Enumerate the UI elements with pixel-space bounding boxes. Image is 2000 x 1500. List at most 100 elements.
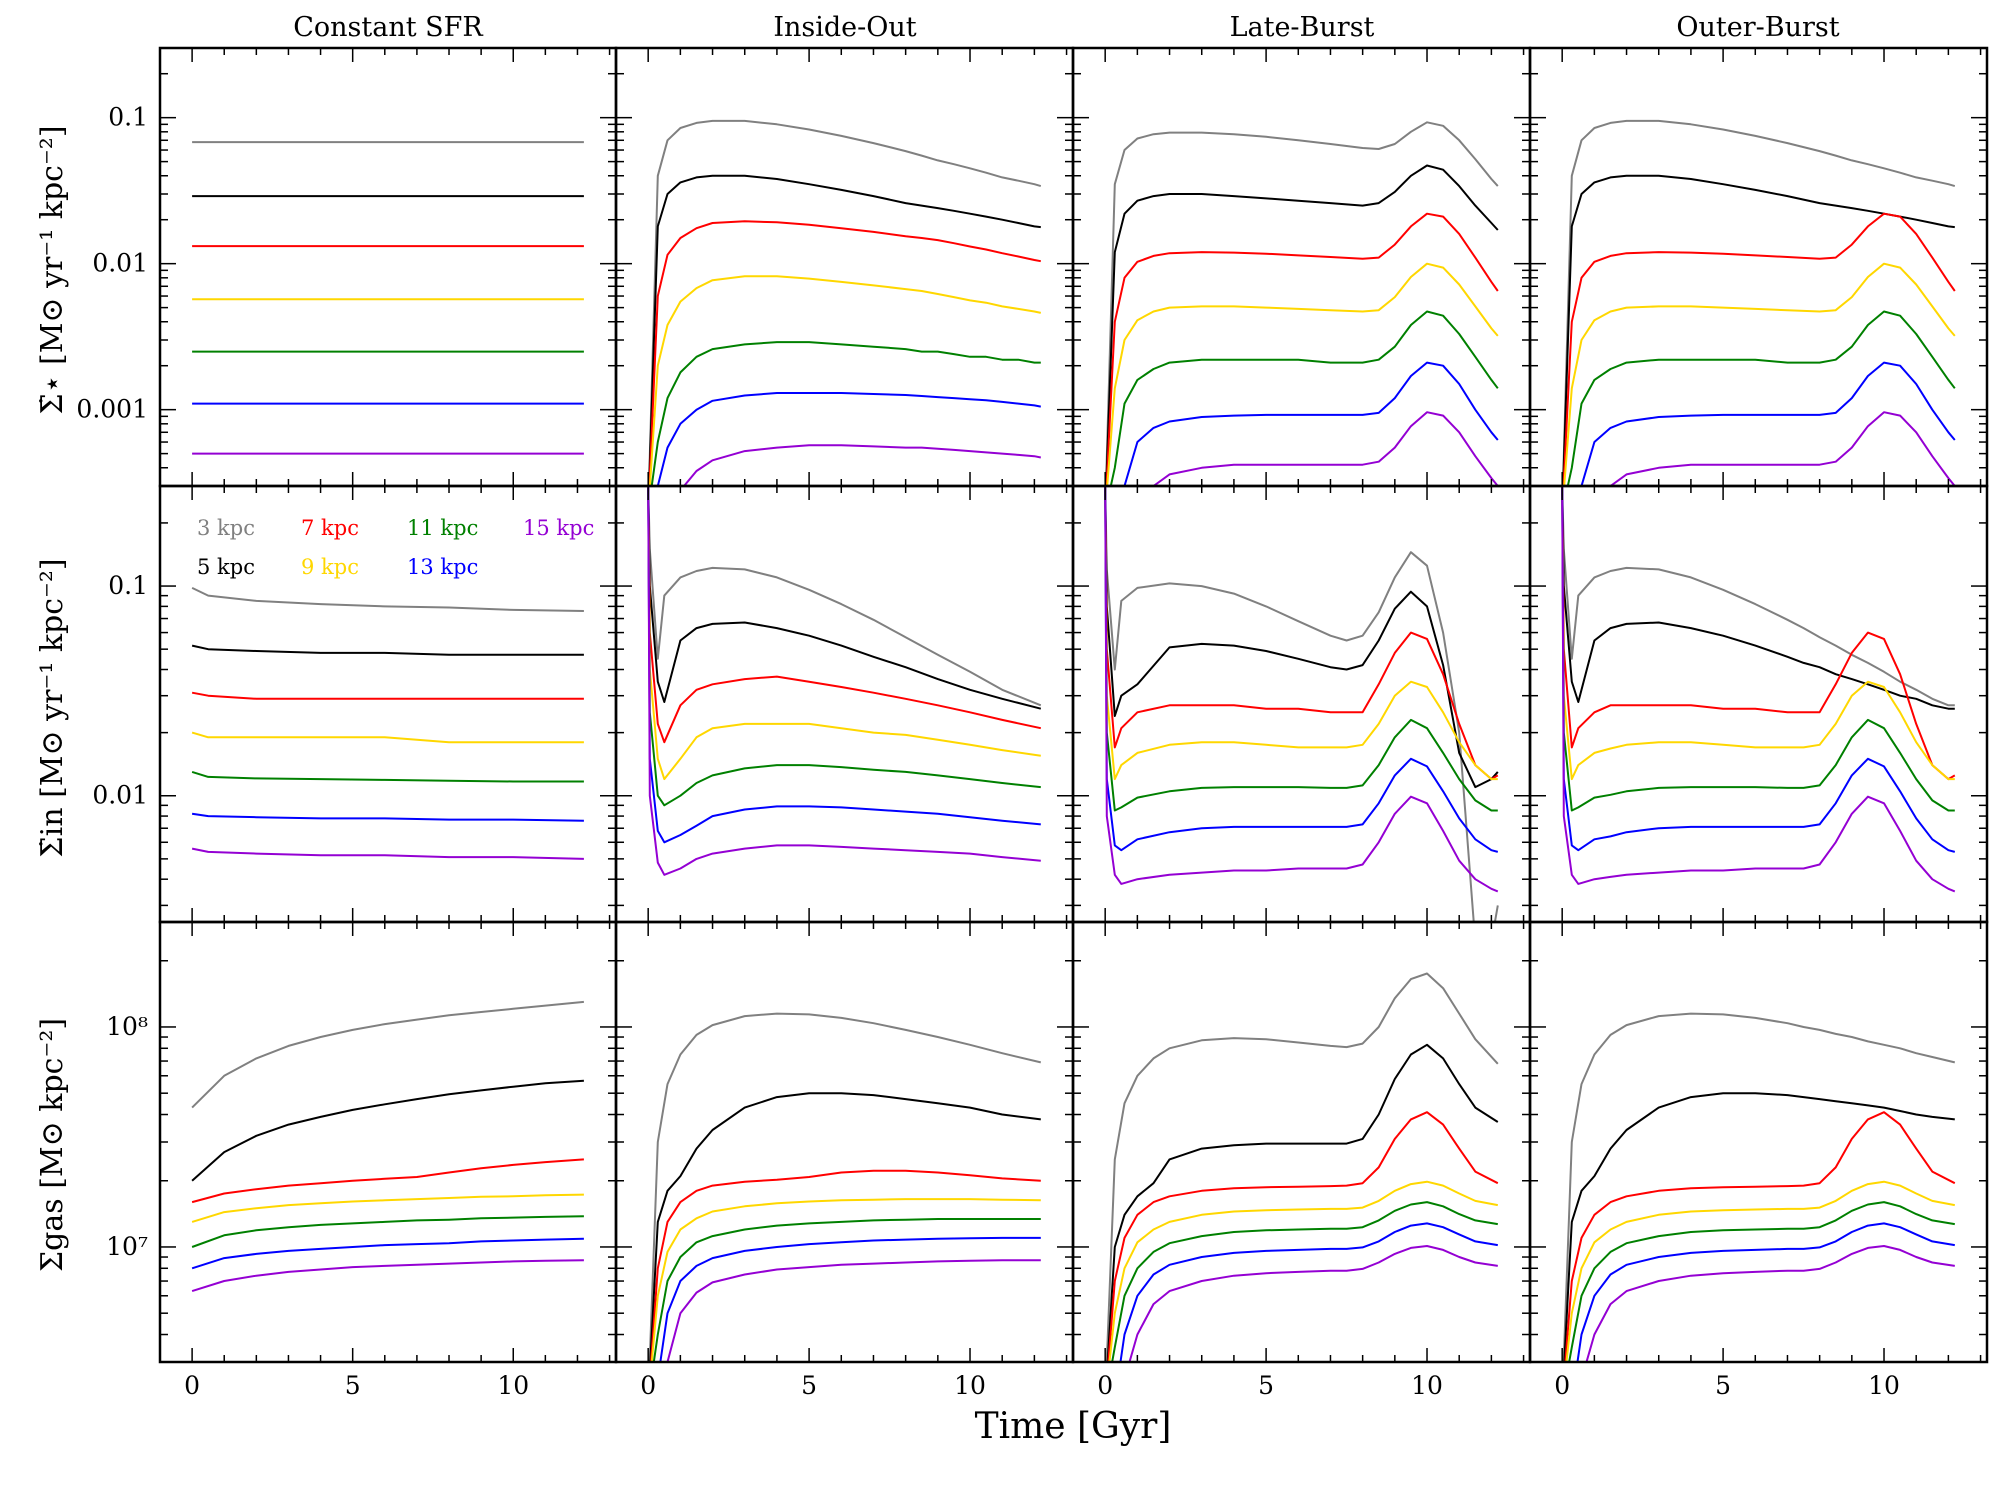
legend-item-15-kpc: 15 kpc bbox=[523, 516, 594, 540]
series-lines bbox=[191, 586, 584, 860]
x-tick-label: 5 bbox=[345, 1371, 361, 1400]
series-lines bbox=[647, 486, 1042, 876]
series-line-5-kpc bbox=[191, 644, 584, 656]
series-lines bbox=[1562, 1012, 1956, 1362]
series-line-5-kpc bbox=[191, 1079, 584, 1182]
x-tick-label: 0 bbox=[184, 1371, 200, 1400]
series-line-11-kpc bbox=[191, 770, 584, 783]
series-line-7-kpc bbox=[1104, 486, 1499, 781]
series-line-15-kpc bbox=[1585, 1245, 1955, 1362]
series-line-11-kpc bbox=[1568, 1201, 1955, 1362]
legend-item-3-kpc: 3 kpc bbox=[197, 516, 255, 540]
series-line-9-kpc bbox=[1565, 1180, 1955, 1362]
legend-item-13-kpc: 13 kpc bbox=[407, 555, 478, 579]
series-line-5-kpc bbox=[1104, 486, 1499, 789]
row-label-infall: Σ̇in [M⊙ yr⁻¹ kpc⁻²] bbox=[35, 558, 70, 857]
y-tick-label: 0.001 bbox=[76, 395, 148, 424]
series-line-5-kpc bbox=[649, 1092, 1041, 1362]
series-line-13-kpc bbox=[656, 392, 1041, 486]
panel-frame bbox=[1071, 920, 1532, 1364]
x-tick-label: 5 bbox=[1715, 1371, 1731, 1400]
series-line-15-kpc bbox=[666, 1259, 1041, 1362]
series-line-9-kpc bbox=[1563, 262, 1956, 486]
ticks bbox=[159, 921, 616, 1363]
panel-frame bbox=[1528, 46, 1989, 488]
panel-frame bbox=[614, 920, 1075, 1364]
series-line-3-kpc bbox=[1562, 1012, 1956, 1362]
series-line-13-kpc bbox=[1104, 486, 1499, 853]
series-line-15-kpc bbox=[682, 444, 1041, 486]
ticks bbox=[615, 921, 1073, 1363]
panel-2-3 bbox=[1071, 484, 1532, 924]
ticks bbox=[1529, 921, 1987, 1363]
series-line-3-kpc bbox=[647, 119, 1042, 486]
panel-3-4: 0 5 10 bbox=[1528, 920, 1989, 1400]
series-line-13-kpc bbox=[191, 1237, 584, 1270]
ticks bbox=[1072, 921, 1530, 1363]
series-line-15-kpc bbox=[1104, 486, 1499, 893]
series-line-7-kpc bbox=[1564, 1111, 1956, 1362]
x-tick-label: 10 bbox=[954, 1371, 986, 1400]
series-line-7-kpc bbox=[648, 220, 1041, 486]
legend-item-9-kpc: 9 kpc bbox=[301, 555, 359, 579]
series-line-9-kpc bbox=[647, 486, 1041, 781]
series-lines bbox=[1104, 486, 1499, 922]
series-line-7-kpc bbox=[191, 1158, 584, 1204]
series-line-9-kpc bbox=[1108, 1180, 1498, 1362]
series-line-15-kpc bbox=[1152, 411, 1499, 486]
series-line-13-kpc bbox=[1580, 361, 1956, 486]
series-line-5-kpc bbox=[1105, 164, 1499, 486]
panel-1-2 bbox=[614, 46, 1075, 488]
row-label-gas: Σgas [M⊙ kpc⁻²] bbox=[35, 1018, 70, 1272]
series-line-9-kpc bbox=[648, 275, 1042, 486]
series-line-3-kpc bbox=[1561, 119, 1956, 486]
series-line-13-kpc bbox=[191, 812, 584, 822]
series-line-7-kpc bbox=[650, 1169, 1041, 1362]
panel-frame bbox=[158, 484, 618, 924]
series-line-11-kpc bbox=[191, 1215, 584, 1248]
panel-frame bbox=[158, 920, 618, 1364]
panel-2-1: 0.01 0.1 bbox=[92, 484, 618, 924]
series-line-7-kpc bbox=[1562, 212, 1956, 486]
series-lines bbox=[1105, 972, 1499, 1362]
panel-3-3: 0 5 10 bbox=[1071, 920, 1532, 1400]
x-tick-label: 0 bbox=[1554, 1371, 1570, 1400]
series-line-3-kpc bbox=[191, 586, 584, 612]
y-tick-label: 0.01 bbox=[92, 249, 148, 278]
series-line-5-kpc bbox=[1561, 486, 1955, 710]
series-line-7-kpc bbox=[647, 486, 1042, 744]
ticks bbox=[1529, 47, 1987, 487]
series-line-11-kpc bbox=[1111, 1201, 1498, 1362]
series-line-9-kpc bbox=[191, 1193, 584, 1223]
x-tick-label: 5 bbox=[801, 1371, 817, 1400]
y-tick-label: 10⁷ bbox=[106, 1232, 148, 1261]
series-lines bbox=[647, 119, 1042, 486]
series-lines bbox=[1104, 121, 1499, 486]
series-lines bbox=[1561, 486, 1956, 893]
series-line-11-kpc bbox=[1104, 486, 1498, 812]
series-lines bbox=[192, 141, 584, 455]
ticks bbox=[159, 47, 616, 487]
row-label-sfr: Σ̇⋆ [M⊙ yr⁻¹ kpc⁻²] bbox=[35, 125, 70, 414]
panel-1-4 bbox=[1528, 46, 1989, 488]
series-line-9-kpc bbox=[191, 731, 584, 744]
series-line-5-kpc bbox=[1563, 1092, 1955, 1362]
series-line-13-kpc bbox=[647, 486, 1041, 844]
series-line-11-kpc bbox=[1566, 310, 1956, 486]
row-labels: Σ̇⋆ [M⊙ yr⁻¹ kpc⁻²] Σ̇in [M⊙ yr⁻¹ kpc⁻²]… bbox=[35, 125, 70, 1272]
series-lines bbox=[191, 1000, 584, 1293]
series-line-15-kpc bbox=[1609, 411, 1956, 486]
series-line-11-kpc bbox=[652, 1218, 1041, 1362]
panel-frame bbox=[1071, 46, 1532, 488]
x-tick-label: 0 bbox=[1097, 1371, 1113, 1400]
x-tick-label: 0 bbox=[640, 1371, 656, 1400]
panel-frame bbox=[1528, 920, 1989, 1364]
x-axis-title: Time [Gyr] bbox=[975, 1406, 1172, 1447]
series-line-11-kpc bbox=[647, 486, 1041, 807]
ticks bbox=[159, 485, 616, 922]
series-line-3-kpc bbox=[1104, 486, 1499, 922]
series-line-3-kpc bbox=[1104, 121, 1499, 486]
column-title-outer-burst: Outer-Burst bbox=[1676, 12, 1839, 43]
